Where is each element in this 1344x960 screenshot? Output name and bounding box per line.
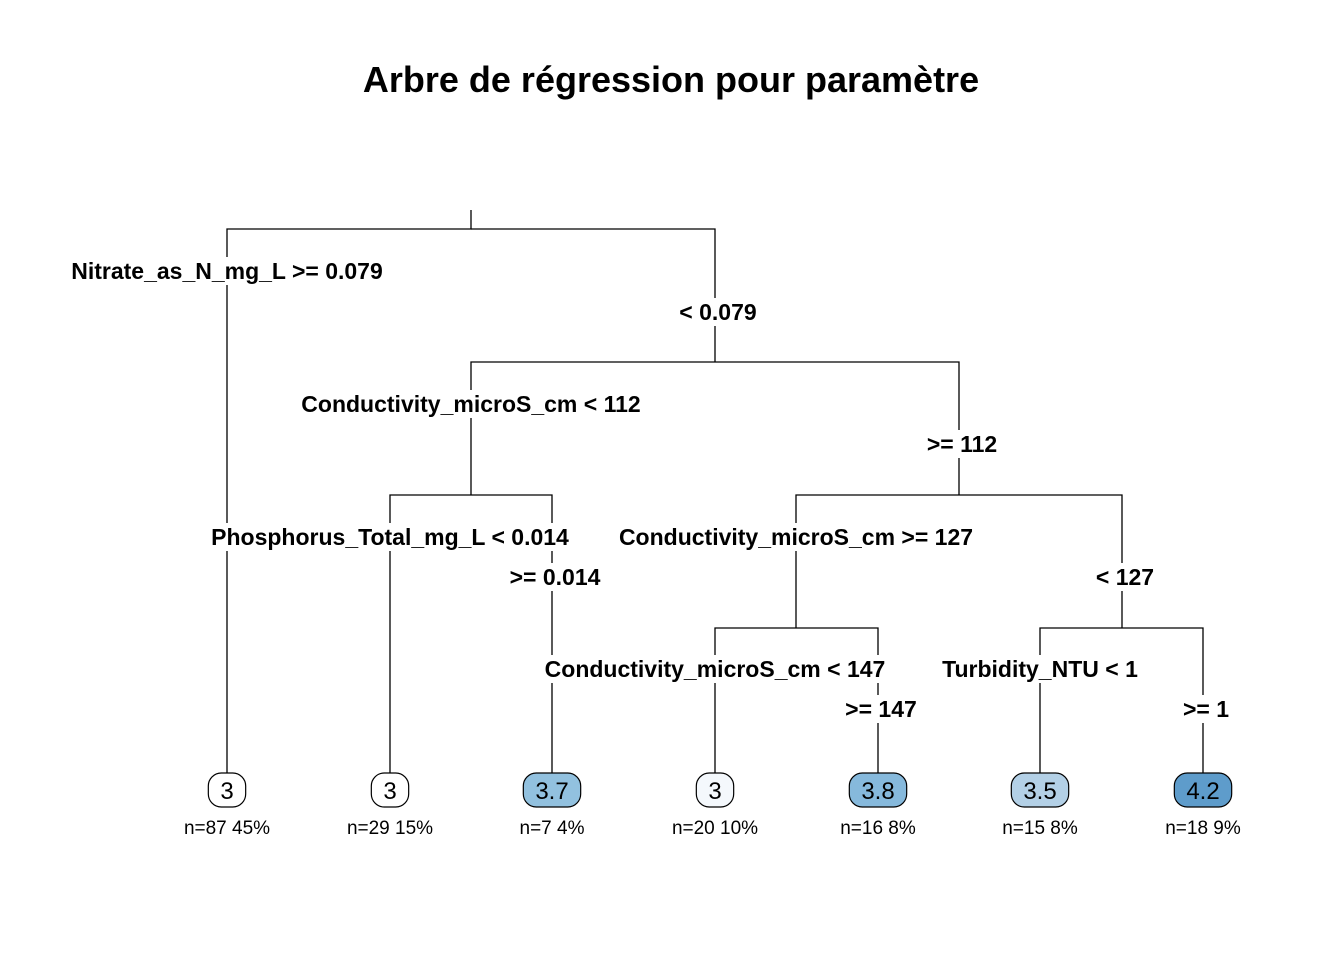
leaf-count-percent: n=20 10% (672, 818, 758, 839)
leaf-count-percent: n=18 9% (1165, 818, 1241, 839)
edge-cond1-left (470, 361, 715, 495)
leaf-node: 3.8 n=16 8% (840, 772, 916, 839)
leaf-node: 3 n=20 10% (672, 772, 758, 839)
leaf-value: 3.8 (861, 778, 894, 805)
leaf-box (370, 772, 410, 808)
leaf-count-percent: n=29 15% (347, 818, 433, 839)
split-label-root-left: Nitrate_as_N_mg_L >= 0.079 (71, 258, 383, 284)
edge-turb-left (1039, 627, 1122, 780)
split-labels: Nitrate_as_N_mg_L >= 0.079 < 0.079 Condu… (68, 257, 1233, 723)
edge-cond1-right (715, 361, 960, 495)
leaf-box (207, 772, 247, 808)
leaf-node: 3.7 n=7 4% (520, 772, 585, 839)
leaf-box (1173, 772, 1233, 808)
leaf-value: 4.2 (1186, 778, 1219, 805)
leaf-box (695, 772, 735, 808)
split-label-cond3-right: >= 147 (845, 696, 917, 722)
leaf-nodes: 3 n=87 45% 3 n=29 15% 3.7 n=7 4% 3 n=20 10% 3.8 n… (184, 772, 1241, 839)
leaf-value: 3.7 (535, 778, 568, 805)
split-label-turb-left: Turbidity_NTU < 1 (942, 656, 1138, 682)
edge-root-right (471, 228, 716, 362)
leaf-count-percent: n=87 45% (184, 818, 270, 839)
split-label-cond1-left: Conductivity_microS_cm < 112 (301, 391, 640, 417)
tree-edges (226, 210, 1204, 780)
leaf-value: 3.5 (1023, 778, 1056, 805)
leaf-box (522, 772, 582, 808)
split-label-cond3-left: Conductivity_microS_cm < 147 (545, 656, 886, 682)
leaf-value: 3 (383, 778, 396, 805)
split-label-root-right: < 0.079 (679, 299, 756, 325)
chart-title: Arbre de régression pour paramètre (363, 59, 979, 100)
edge-cond3-right (796, 627, 879, 780)
edge-cond2-right (959, 494, 1123, 628)
leaf-node: 3 n=29 15% (347, 772, 433, 839)
leaf-count-percent: n=16 8% (840, 818, 916, 839)
split-label-phos-left: Phosphorus_Total_mg_L < 0.014 (211, 524, 569, 550)
split-label-cond2-left: Conductivity_microS_cm >= 127 (619, 524, 973, 550)
split-label-cond2-right: < 127 (1096, 564, 1154, 590)
split-label-turb-right: >= 1 (1183, 696, 1229, 722)
leaf-node: 3 n=87 45% (184, 772, 270, 839)
edge-root-left (226, 210, 472, 780)
split-label-phos-right: >= 0.014 (510, 564, 601, 590)
leaf-value: 3 (708, 778, 721, 805)
split-label-cond1-right: >= 112 (927, 431, 997, 457)
edge-turb-right (1122, 627, 1204, 780)
leaf-node: 3.5 n=15 8% (1002, 772, 1078, 839)
edge-cond2-left (795, 494, 959, 628)
leaf-count-percent: n=7 4% (520, 818, 585, 839)
leaf-count-percent: n=15 8% (1002, 818, 1078, 839)
edge-phos-left (389, 494, 471, 780)
edge-cond3-left (714, 627, 796, 780)
edge-phos-right (471, 494, 553, 780)
leaf-value: 3 (220, 778, 233, 805)
leaf-box (1010, 772, 1070, 808)
leaf-box (848, 772, 908, 808)
leaf-node: 4.2 n=18 9% (1165, 772, 1241, 839)
